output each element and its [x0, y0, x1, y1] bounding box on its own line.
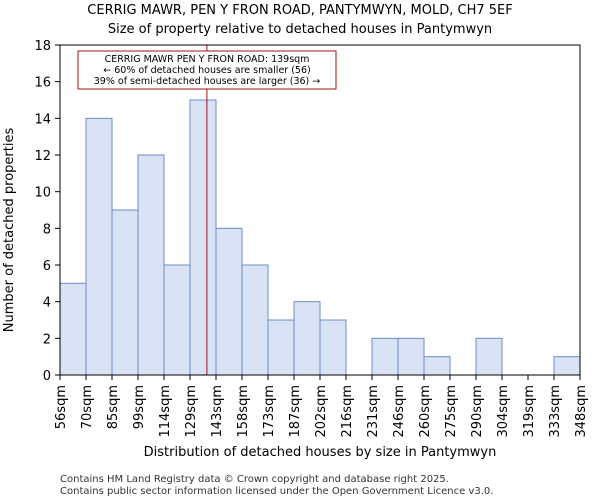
x-tick-label: 173sqm	[262, 385, 277, 438]
bar-114sqm	[163, 264, 191, 376]
annotation-box	[77, 50, 337, 90]
x-ticks-group: 56sqm 70sqm 85sqm 99sqm 114sqm 129sqm 143sqm 15…	[54, 375, 589, 438]
x-tick-label: 202sqm	[314, 385, 329, 438]
y-tick-label: 18	[34, 39, 51, 54]
footer-line-1: Contains HM Land Registry data © Crown c…	[60, 474, 449, 485]
x-tick-label: 246sqm	[392, 385, 407, 438]
bar-187sqm	[293, 301, 321, 376]
bar-202sqm	[319, 319, 347, 376]
bar-85sqm	[111, 209, 139, 376]
y-tick-label: 6	[43, 259, 51, 274]
bar-99sqm	[137, 154, 165, 376]
bar-246sqm	[397, 337, 425, 376]
x-tick-label: 158sqm	[236, 385, 251, 438]
y-axis-label: Number of detached properties	[2, 128, 17, 333]
bar-260sqm	[423, 356, 451, 376]
x-tick-label: 304sqm	[496, 385, 511, 438]
y-tick-label: 8	[43, 222, 51, 237]
x-tick-label: 333sqm	[548, 385, 563, 438]
y-tick-label: 14	[34, 112, 51, 127]
bar-231sqm	[371, 337, 399, 376]
y-ticks-group: 0 2 4 6 8 10 12 14 16 18	[34, 39, 60, 384]
bar-290sqm	[475, 337, 503, 376]
x-axis-label: Distribution of detached houses by size …	[144, 445, 497, 460]
x-tick-label: 129sqm	[184, 385, 199, 438]
y-tick-label: 0	[43, 369, 51, 384]
chart-title: CERRIG MAWR, PEN Y FRON ROAD, PANTYMWYN,…	[87, 3, 512, 18]
x-tick-label: 70sqm	[80, 385, 95, 429]
bar-173sqm	[267, 319, 295, 376]
x-tick-label: 348sqm	[574, 385, 589, 438]
footer-line-2: Contains public sector information licen…	[60, 486, 493, 497]
y-tick-label: 10	[34, 186, 51, 201]
bar-333sqm	[553, 356, 581, 376]
chart-subtitle: Size of property relative to detached ho…	[108, 22, 492, 37]
x-tick-label: 99sqm	[132, 385, 147, 429]
y-tick-label: 16	[34, 76, 51, 91]
bar-143sqm	[215, 227, 243, 376]
annotation-line-1: CERRIG MAWR PEN Y FRON ROAD: 139sqm	[105, 54, 310, 65]
annotation-line-3: 39% of semi-detached houses are larger (…	[94, 76, 321, 87]
x-tick-label: 260sqm	[418, 385, 433, 438]
x-tick-label: 114sqm	[158, 385, 173, 438]
bar-56sqm	[59, 282, 87, 376]
bar-70sqm	[85, 117, 113, 376]
x-tick-label: 56sqm	[54, 385, 69, 429]
y-tick-label: 4	[43, 296, 51, 311]
annotation-line-2: ← 60% of detached houses are smaller (56…	[103, 65, 310, 76]
x-tick-label: 216sqm	[340, 385, 355, 438]
plot-frame	[59, 44, 581, 376]
bars-group	[59, 99, 581, 376]
x-tick-label: 85sqm	[106, 385, 121, 429]
x-tick-label: 275sqm	[444, 385, 459, 438]
x-tick-label: 187sqm	[288, 385, 303, 438]
x-tick-label: 290sqm	[470, 385, 485, 438]
bar-158sqm	[241, 264, 269, 376]
y-tick-label: 12	[34, 149, 51, 164]
x-tick-label: 231sqm	[366, 385, 381, 438]
x-tick-label: 143sqm	[210, 385, 225, 438]
bar-129sqm	[189, 99, 217, 376]
y-tick-label: 2	[43, 332, 51, 347]
x-tick-label: 319sqm	[522, 385, 537, 438]
